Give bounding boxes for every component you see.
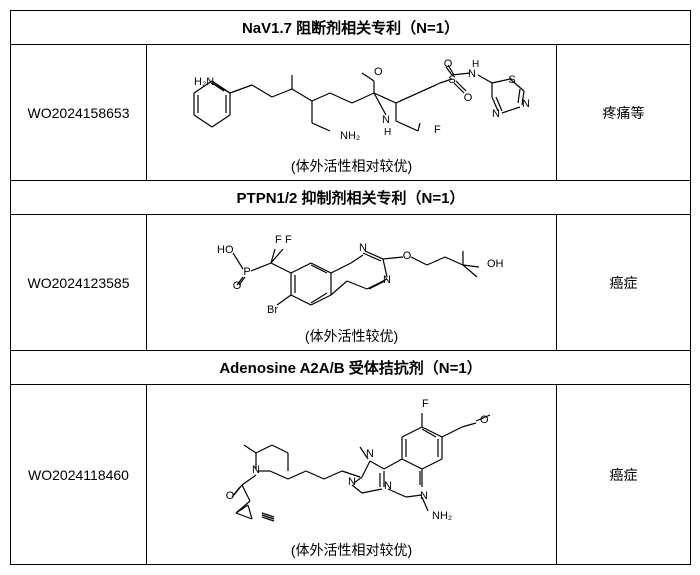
molecule-drawing: H₂NNH₂ONHFOOSHNSNN <box>152 53 552 149</box>
svg-text:O: O <box>463 92 472 104</box>
indication: 疼痛等 <box>557 45 691 181</box>
svg-text:S: S <box>448 74 455 86</box>
svg-text:N: N <box>384 480 392 492</box>
svg-text:N: N <box>252 464 260 476</box>
molecule-drawing: F O N N N N NH₂ N O <box>192 393 512 533</box>
structure-cell: F O N N N N NH₂ N O (体外活性相对较优) <box>147 385 557 565</box>
svg-text:N: N <box>382 114 390 126</box>
svg-text:NH₂: NH₂ <box>432 510 452 522</box>
svg-text:N: N <box>348 476 356 488</box>
indication: 癌症 <box>557 385 691 565</box>
svg-text:P: P <box>243 266 250 278</box>
svg-text:O: O <box>480 414 489 426</box>
svg-text:H₂N: H₂N <box>194 76 214 88</box>
svg-text:N: N <box>383 274 391 286</box>
svg-text:F: F <box>422 398 429 410</box>
section-header: Adenosine A2A/B 受体拮抗剂（N=1） <box>11 351 691 385</box>
svg-text:HO: HO <box>217 244 234 256</box>
svg-text:F: F <box>275 234 282 246</box>
svg-text:N: N <box>366 448 374 460</box>
patent-number: WO2024158653 <box>11 45 147 181</box>
svg-text:NH₂: NH₂ <box>340 130 360 142</box>
activity-caption: (体外活性相对较优) <box>151 540 552 560</box>
section-header: NaV1.7 阻断剂相关专利（N=1） <box>11 11 691 45</box>
patent-number: WO2024123585 <box>11 215 147 351</box>
svg-text:F: F <box>434 124 441 136</box>
section-header: PTPN1/2 抑制剂相关专利（N=1） <box>11 181 691 215</box>
patent-number: WO2024118460 <box>11 385 147 565</box>
svg-text:S: S <box>508 74 515 86</box>
indication: 癌症 <box>557 215 691 351</box>
svg-text:N: N <box>420 490 428 502</box>
svg-text:N: N <box>359 242 367 254</box>
svg-text:O: O <box>225 490 234 502</box>
structure-cell: H₂NNH₂ONHFOOSHNSNN(体外活性相对较优) <box>147 45 557 181</box>
svg-text:F: F <box>285 234 292 246</box>
svg-text:O: O <box>402 250 411 262</box>
svg-text:Br: Br <box>267 304 278 316</box>
svg-text:N: N <box>522 98 530 110</box>
svg-text:OH: OH <box>487 258 504 270</box>
svg-text:N: N <box>492 108 500 120</box>
svg-text:N: N <box>468 68 476 80</box>
structure-cell: HOPOFFBrNNOOH(体外活性较优) <box>147 215 557 351</box>
activity-caption: (体外活性相对较优) <box>151 156 552 176</box>
svg-text:H: H <box>384 127 391 138</box>
svg-text:O: O <box>232 280 241 292</box>
svg-text:O: O <box>374 66 383 78</box>
patent-table: NaV1.7 阻断剂相关专利（N=1）WO2024158653H₂NNH₂ONH… <box>10 10 691 565</box>
molecule-drawing: HOPOFFBrNNOOH <box>187 223 517 319</box>
activity-caption: (体外活性较优) <box>151 326 552 346</box>
svg-text:O: O <box>443 58 452 70</box>
